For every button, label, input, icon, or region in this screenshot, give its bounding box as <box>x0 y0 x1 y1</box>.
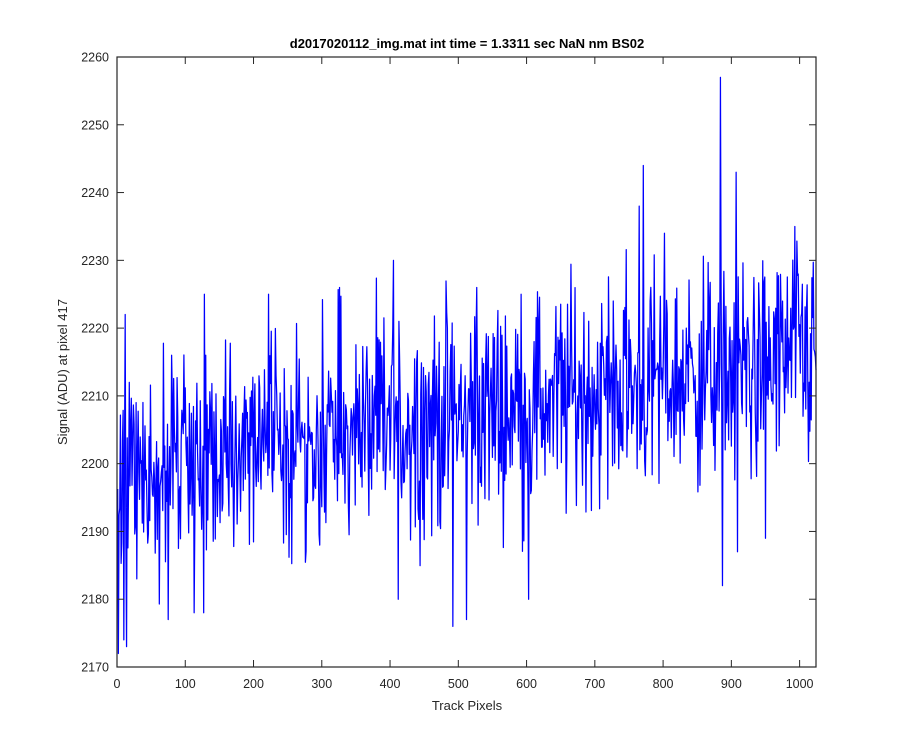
x-tick-label: 200 <box>243 677 264 691</box>
x-tick-label: 500 <box>448 677 469 691</box>
y-tick-label: 2180 <box>81 593 109 607</box>
axes-box <box>116 56 817 668</box>
x-tick-label: 400 <box>380 677 401 691</box>
series-layer <box>117 76 817 655</box>
chart-title: d2017020112_img.mat int time = 1.3311 se… <box>290 36 644 51</box>
x-tick-label: 300 <box>311 677 332 691</box>
y-tick-label: 2200 <box>81 457 109 471</box>
axes: 0 100 200 300 400 500 600 700 800 900 1000 2170 2180… <box>81 51 817 691</box>
signal-series-line <box>117 76 817 655</box>
y-tick-label: 2250 <box>81 118 109 132</box>
x-tick-label: 100 <box>175 677 196 691</box>
y-axis-title: Signal (ADU) at pixel 417 <box>55 299 70 445</box>
x-tick-label: 800 <box>653 677 674 691</box>
y-tick-label: 2240 <box>81 186 109 200</box>
x-tick-label: 700 <box>584 677 605 691</box>
y-tick-label: 2170 <box>81 661 109 675</box>
y-tick-label: 2230 <box>81 254 109 268</box>
y-tick-label: 2190 <box>81 525 109 539</box>
y-tick-label: 2220 <box>81 322 109 336</box>
x-tick-label: 1000 <box>786 677 814 691</box>
x-tick-label: 600 <box>516 677 537 691</box>
x-tick-label: 900 <box>721 677 742 691</box>
x-tick-label: 0 <box>114 677 121 691</box>
y-tick-label: 2210 <box>81 389 109 403</box>
x-axis-title: Track Pixels <box>432 698 503 713</box>
y-tick-label: 2260 <box>81 51 109 65</box>
